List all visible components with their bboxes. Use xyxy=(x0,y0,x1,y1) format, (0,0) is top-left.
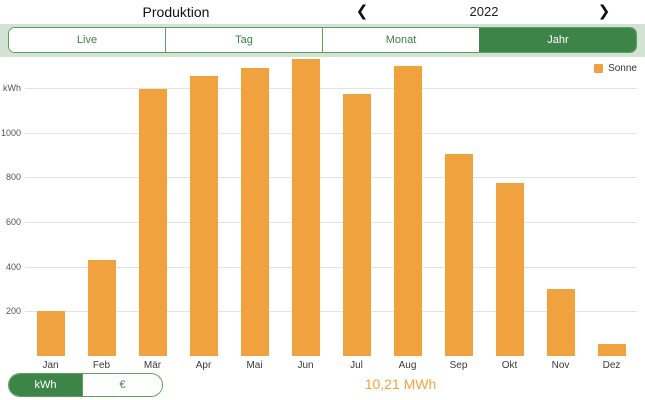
bar-okt xyxy=(495,183,524,356)
y-axis-tick-label: 600 xyxy=(5,217,21,228)
period-tab-band: Live Tag Monat Jahr xyxy=(0,24,645,57)
production-bar-chart: Sonne 200 400 600 800 1000 kWh Jan Feb Mär Apr Mai… xyxy=(0,57,645,373)
unit-toggle: kWh € xyxy=(8,373,163,397)
bar-jan xyxy=(36,311,65,356)
x-axis-tick-label: Sep xyxy=(449,360,468,371)
footer-bar: kWh € 10,21 MWh xyxy=(0,373,645,400)
x-axis-tick-label: Jun xyxy=(297,360,314,371)
x-axis-tick-label: Mär xyxy=(143,360,162,371)
bar-dez xyxy=(597,344,626,356)
gridline xyxy=(25,132,637,134)
x-axis-tick-label: Dez xyxy=(602,360,621,371)
tab-live[interactable]: Live xyxy=(9,28,165,52)
tab-tag[interactable]: Tag xyxy=(165,28,322,52)
gridline xyxy=(25,177,637,179)
y-axis-tick-label: 800 xyxy=(5,172,21,183)
y-axis-tick-label: kWh xyxy=(3,83,21,94)
x-axis-tick-label: Feb xyxy=(92,360,111,371)
bar-feb xyxy=(87,260,116,356)
x-axis-tick-label: Aug xyxy=(398,360,417,371)
tab-jahr[interactable]: Jahr xyxy=(479,28,636,52)
x-axis-tick-label: Jul xyxy=(350,360,363,371)
x-axis-tick-label: Jan xyxy=(42,360,59,371)
bar-jul xyxy=(342,94,371,356)
chart-legend: Sonne xyxy=(594,63,637,74)
bar-sep xyxy=(444,154,473,356)
total-production-value: 10,21 MWh xyxy=(364,376,437,392)
bar-aug xyxy=(393,66,422,356)
next-year-button[interactable]: ❯ xyxy=(597,3,611,20)
y-axis-tick-label: 200 xyxy=(5,306,21,317)
title-bar: Produktion ❮ 2022 ❯ xyxy=(0,0,645,24)
bar-apr xyxy=(189,76,218,356)
gridline xyxy=(25,311,637,313)
period-tabs: Live Tag Monat Jahr xyxy=(8,27,637,53)
previous-year-button[interactable]: ❮ xyxy=(355,3,369,20)
unit-kwh-button[interactable]: kWh xyxy=(9,374,82,396)
bar-jun xyxy=(291,59,320,356)
bar-mär xyxy=(138,89,167,356)
gridline xyxy=(25,222,637,224)
page-title: Produktion xyxy=(142,4,210,20)
x-axis-tick-label: Apr xyxy=(195,360,212,371)
bar-mai xyxy=(240,68,269,356)
gridline xyxy=(25,88,637,90)
x-axis-tick-label: Okt xyxy=(501,360,518,371)
y-axis-tick-label: 1000 xyxy=(0,127,21,138)
sonne-legend-label: Sonne xyxy=(608,63,637,74)
bar-nov xyxy=(546,289,575,356)
sonne-legend-swatch-icon xyxy=(594,64,604,73)
unit-euro-button[interactable]: € xyxy=(82,374,162,396)
tab-monat[interactable]: Monat xyxy=(322,28,479,52)
gridline xyxy=(25,266,637,268)
year-label: 2022 xyxy=(469,4,499,19)
x-axis-tick-label: Mai xyxy=(246,360,263,371)
y-axis-tick-label: 400 xyxy=(5,261,21,272)
x-axis-tick-label: Nov xyxy=(551,360,570,371)
